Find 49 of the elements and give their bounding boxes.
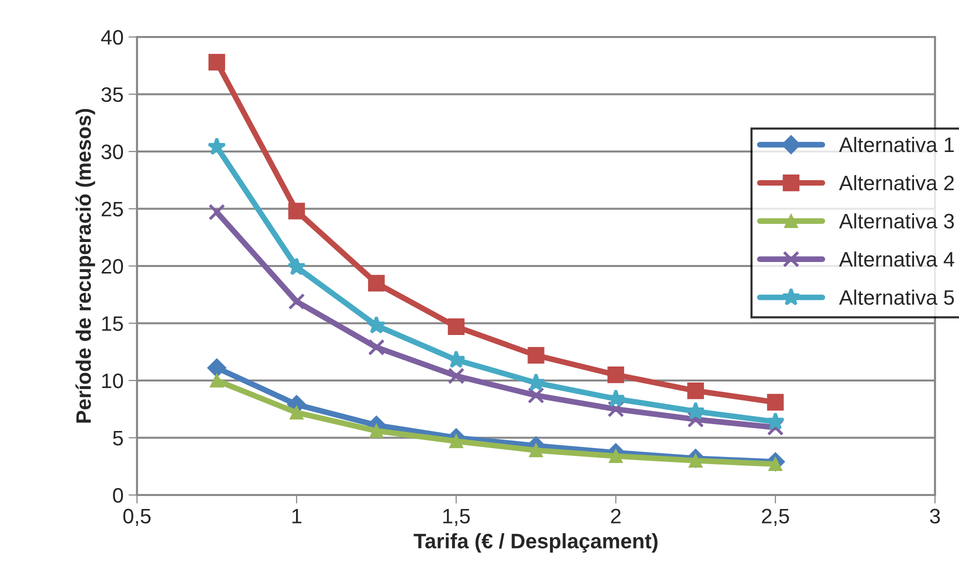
point (207, 137, 226, 156)
point (767, 394, 784, 411)
y-tick-label: 30 (101, 144, 123, 160)
x-tick-label: 1 (292, 508, 302, 524)
legend-label: Alternativa 3 (839, 213, 954, 229)
point (528, 346, 544, 364)
point (529, 443, 543, 458)
point (287, 257, 306, 276)
point (288, 293, 305, 310)
point (448, 318, 465, 336)
point (368, 274, 385, 292)
y-tick-label: 0 (113, 488, 123, 503)
legend-label: Alternativa 5 (839, 290, 954, 305)
x-tick-label: 3 (930, 508, 940, 524)
point (208, 54, 226, 71)
point (290, 406, 304, 420)
y-tick-label: 25 (102, 202, 123, 217)
y-tick-label: 40 (101, 30, 123, 45)
point (448, 368, 465, 384)
y-axis-title: Període de recuperació (mesos) (75, 108, 96, 423)
point (449, 434, 464, 448)
point (608, 449, 623, 464)
y-tick-label: 35 (101, 87, 123, 102)
point (767, 419, 784, 436)
x-tick-label: 2 (611, 508, 621, 524)
y-tick-label: 20 (102, 259, 123, 274)
legend-label: Alternativa 2 (839, 175, 954, 190)
point (687, 382, 704, 400)
point (367, 316, 386, 334)
point (368, 338, 385, 356)
point (210, 374, 224, 388)
point (208, 204, 226, 221)
point (207, 358, 226, 378)
x-tick-label: 1,5 (443, 508, 470, 526)
y-tick-label: 15 (102, 316, 123, 332)
point (607, 400, 624, 418)
point (766, 412, 785, 430)
point (369, 424, 384, 438)
legend-label: Alternativa 4 (839, 251, 954, 267)
point (688, 454, 703, 468)
x-tick-label: 0,5 (123, 508, 151, 526)
point (288, 202, 305, 220)
x-axis-title: Tarifa (€ / Desplaçament) (414, 533, 658, 553)
legend-label: Alternativa 1 (839, 136, 954, 152)
y-tick-label: 5 (113, 430, 123, 446)
x-tick-label: 2,5 (762, 508, 790, 526)
point (528, 387, 544, 404)
point (607, 366, 624, 384)
y-tick-label: 10 (102, 374, 123, 388)
